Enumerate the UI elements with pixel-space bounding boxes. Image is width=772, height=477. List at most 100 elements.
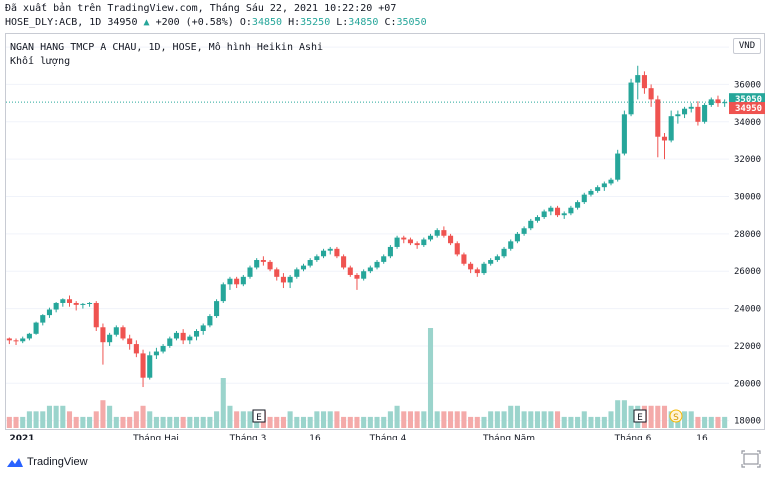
volume-bar: [528, 411, 534, 428]
volume-bar: [387, 411, 393, 428]
volume-bar: [120, 416, 126, 428]
candle-body: [180, 332, 186, 341]
volume-bar: [341, 416, 347, 428]
volume-bar: [568, 416, 574, 428]
volume-bar: [655, 405, 661, 428]
earnings-marker-icon[interactable]: E: [633, 409, 647, 423]
candle-body: [214, 301, 220, 317]
y-tick-label: 34000: [734, 118, 761, 128]
volume-bar: [33, 411, 39, 428]
volume-bar: [307, 416, 313, 428]
candle-body: [541, 211, 547, 218]
volume-bar: [588, 416, 594, 428]
volume-bar: [581, 411, 587, 428]
candle-body: [508, 241, 514, 249]
volume-bar: [180, 416, 186, 428]
tradingview-brand[interactable]: TradingView: [6, 456, 88, 468]
volume-bar: [702, 416, 708, 428]
open-value: 34850: [251, 17, 283, 28]
candle-body: [434, 230, 440, 236]
volume-bar: [434, 411, 440, 428]
up-arrow-icon: ▲: [143, 17, 150, 28]
dividend-marker-icon[interactable]: S: [669, 409, 683, 423]
volume-bar: [661, 405, 668, 428]
candle-body: [534, 217, 541, 221]
volume-bar: [414, 411, 420, 428]
chart-panel[interactable]: [5, 33, 765, 430]
volume-bar: [521, 411, 527, 428]
candle-body: [461, 254, 467, 264]
candle-body: [33, 322, 39, 334]
candle-body: [107, 334, 113, 343]
candle-body: [628, 82, 634, 115]
candle-body: [621, 114, 627, 154]
volume-bar: [448, 411, 454, 428]
candle-body: [267, 261, 273, 270]
candle-body: [153, 351, 159, 356]
candle-body: [374, 261, 380, 268]
volume-bar: [173, 416, 180, 428]
volume-bar: [374, 416, 380, 428]
candle-body: [414, 243, 420, 246]
volume-bar: [73, 416, 79, 428]
candle-body: [240, 276, 246, 285]
volume-bar: [481, 416, 487, 428]
volume-bar: [60, 405, 66, 428]
candle-body: [227, 278, 233, 285]
volume-bar: [287, 411, 293, 428]
candle-body: [280, 276, 286, 283]
candle-body: [668, 116, 674, 141]
volume-bar: [193, 416, 200, 428]
candle-body: [715, 99, 721, 104]
candle-body: [575, 202, 581, 208]
candle-body: [641, 75, 647, 89]
volume-bar: [280, 416, 286, 428]
candle-body: [321, 250, 327, 257]
volume-bar: [554, 411, 561, 428]
y-tick-label: 36000: [734, 80, 761, 90]
tradingview-logo-icon: [7, 457, 23, 467]
candle-body: [93, 302, 99, 328]
volume-legend: Khối lượng: [10, 56, 71, 67]
candle-body: [287, 276, 293, 283]
volume-bar: [421, 411, 427, 428]
candle-body: [220, 284, 226, 302]
candle-body: [200, 325, 206, 331]
volume-bar: [321, 411, 327, 428]
export-info: Đã xuất bản trên TradingView.com, Tháng …: [5, 3, 397, 14]
volume-bar: [354, 416, 360, 428]
volume-bar: [514, 405, 520, 428]
candle-body: [347, 267, 353, 275]
price-label-text: 34950: [735, 104, 762, 114]
candle-body: [361, 271, 367, 279]
volume-bar: [595, 416, 601, 428]
candle-body: [521, 228, 527, 234]
candle-body: [40, 315, 46, 323]
candle-body: [528, 220, 534, 229]
volume-bar: [40, 411, 46, 428]
candle-body: [635, 75, 641, 83]
volume-bar: [427, 328, 434, 428]
candle-body: [661, 136, 668, 141]
candle-body: [120, 327, 126, 339]
volume-bar: [220, 378, 226, 428]
candle-body: [46, 309, 52, 316]
candle-body: [548, 207, 554, 212]
volume-bar: [93, 411, 99, 428]
snapshot-icon[interactable]: [741, 450, 761, 468]
price-label-box: [729, 102, 765, 115]
earnings-marker-icon[interactable]: E: [252, 409, 266, 423]
y-tick-label: 24000: [734, 305, 761, 315]
volume-bar: [127, 416, 133, 428]
candle-body: [307, 260, 313, 266]
candle-body: [260, 260, 266, 262]
price-chart[interactable]: 18000 20000 22000 24000 26000 28000 30000 32000…: [0, 0, 772, 440]
symbol-label: HOSE_DLY:ACB, 1D: [5, 17, 102, 28]
volume-bar: [227, 405, 233, 428]
candle-body: [167, 338, 173, 346]
x-tick-label: Tháng 3: [229, 434, 267, 440]
x-tick-label: 2021: [9, 434, 34, 440]
volume-bar: [715, 416, 721, 428]
volume-bar: [688, 411, 694, 428]
volume-bar: [615, 400, 621, 428]
